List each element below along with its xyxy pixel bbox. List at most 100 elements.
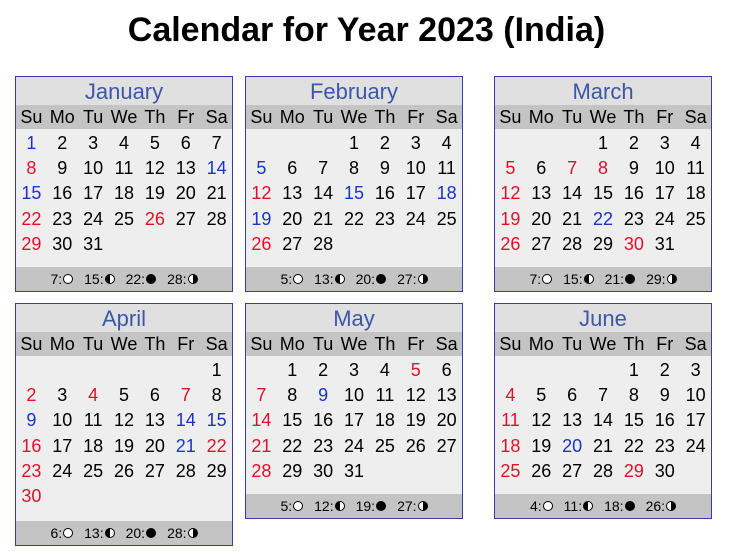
day-cell: 15 <box>21 183 42 204</box>
day-cell: 10 <box>52 410 73 431</box>
moon-phases: 4: 11: 18: 26: <box>495 494 711 518</box>
day-cell: 21 <box>313 208 334 229</box>
moon-phase-day: 15: <box>563 271 583 287</box>
day-cell: 9 <box>318 385 329 406</box>
day-cell: 30 <box>623 233 644 254</box>
day-cell: 21 <box>175 435 196 456</box>
moon-phase: 28: <box>167 271 198 287</box>
empty-day-cell <box>557 358 588 383</box>
moon-phase: 4: <box>530 498 553 514</box>
week-row: 25 26 27 28 29 30 <box>495 459 711 484</box>
day-cell: 14 <box>175 410 196 431</box>
day-cell: 8 <box>26 158 37 179</box>
day-cell: 28 <box>251 460 272 481</box>
weekday-label: Su <box>20 107 43 127</box>
moon-phases: 6: 13: 20: 28: <box>16 521 232 545</box>
day-cell: 23 <box>21 460 42 481</box>
day-cell: 9 <box>628 158 639 179</box>
day-cell: 12 <box>405 385 426 406</box>
day-cell: 7 <box>598 385 609 406</box>
moon-phase-day: 5: <box>280 271 293 287</box>
day-cell: 25 <box>500 460 521 481</box>
moon-phase: 26: <box>646 498 677 514</box>
moon-phases: 7: 15: 22: 28: <box>16 267 232 291</box>
weekday-label: Mo <box>279 107 305 127</box>
week-row: 8 9 10 11 12 13 14 <box>16 156 232 181</box>
month-january: January Su Mo Tu We Th Fr Sa 1 2 3 4 5 6 7 8 9 10 11 12 13 14… <box>15 76 233 292</box>
week-row: 16 17 18 19 20 21 22 <box>16 434 232 459</box>
moon-phase: 13: <box>314 271 345 287</box>
day-cell: 1 <box>349 133 360 153</box>
day-cell: 27 <box>562 460 583 481</box>
day-cell: 13 <box>175 158 196 179</box>
day-cell: 9 <box>57 158 68 179</box>
last-quarter-moon-icon <box>583 501 594 511</box>
day-cell: 3 <box>690 360 701 380</box>
day-cell: 12 <box>500 183 521 204</box>
empty-day-cell <box>277 131 308 156</box>
empty-day-cell <box>16 358 47 383</box>
moon-phase: 15: <box>563 271 594 287</box>
day-cell: 28 <box>175 460 196 481</box>
day-cell: 12 <box>144 158 165 179</box>
empty-day-cell <box>400 232 431 257</box>
empty-day-cell <box>109 358 140 383</box>
day-cell: 7 <box>256 385 267 406</box>
day-cell: 12 <box>531 410 552 431</box>
day-cell: 11 <box>83 410 103 431</box>
day-cell: 27 <box>436 435 457 456</box>
day-cell: 1 <box>211 360 222 380</box>
day-cell: 18 <box>685 183 706 204</box>
weekday-label: Th <box>623 334 645 354</box>
day-cell: 14 <box>562 183 583 204</box>
week-row: 23 24 25 26 27 28 29 <box>16 459 232 484</box>
weekday-label: Fr <box>177 107 195 127</box>
day-cell: 5 <box>256 158 267 179</box>
moon-phase: 11: <box>564 498 594 514</box>
moon-phase-day: 19: <box>355 498 376 514</box>
week-row: 12 13 14 15 16 17 18 <box>495 181 711 206</box>
day-cell: 21 <box>592 435 614 456</box>
day-cell: 3 <box>410 133 421 153</box>
weekday-label: Su <box>20 334 43 354</box>
week-row: 30 <box>16 484 232 509</box>
day-cell: 25 <box>374 435 395 456</box>
empty-day-cell <box>308 131 339 156</box>
day-cell: 19 <box>113 435 135 456</box>
moon-phase-day: 4: <box>529 498 542 514</box>
day-cell: 5 <box>536 385 547 406</box>
day-cell: 3 <box>88 133 99 153</box>
day-cell: 20 <box>144 435 165 456</box>
day-cell: 3 <box>659 133 670 153</box>
day-cell: 25 <box>113 208 135 229</box>
empty-day-cell <box>47 484 78 509</box>
moon-phase: 12: <box>314 498 345 514</box>
day-cell: 19 <box>251 208 272 229</box>
weekday-label: Tu <box>561 107 583 127</box>
first-quarter-moon-icon <box>666 274 677 284</box>
day-cell: 6 <box>536 158 547 179</box>
day-cell: 21 <box>562 208 583 229</box>
moon-phase-day: 6: <box>50 525 63 541</box>
day-cell: 6 <box>287 158 298 179</box>
weekday-header: Su Mo Tu We Th Fr Sa <box>495 332 711 356</box>
day-cell: 16 <box>313 410 334 431</box>
day-cell: 2 <box>379 133 390 153</box>
weekday-label: Tu <box>561 334 583 354</box>
month-name: June <box>495 304 711 332</box>
day-cell: 13 <box>436 385 457 406</box>
new-moon-icon <box>146 274 157 284</box>
month-may: May Su Mo Tu We Th Fr Sa 1 2 3 4 5 6 7 8 9 10 11 12 13 14 15 16… <box>245 303 463 519</box>
weekday-label: Sa <box>684 334 707 354</box>
day-cell: 26 <box>500 233 521 254</box>
moon-phase-day: 7: <box>529 271 542 287</box>
day-cell: 1 <box>628 360 639 380</box>
day-cell: 15 <box>206 410 227 431</box>
day-cell: 22 <box>206 435 227 456</box>
weekday-label: We <box>589 334 617 354</box>
moon-phase: 20: <box>356 271 387 287</box>
moon-phase: 18: <box>604 498 635 514</box>
day-cell: 19 <box>144 183 165 204</box>
